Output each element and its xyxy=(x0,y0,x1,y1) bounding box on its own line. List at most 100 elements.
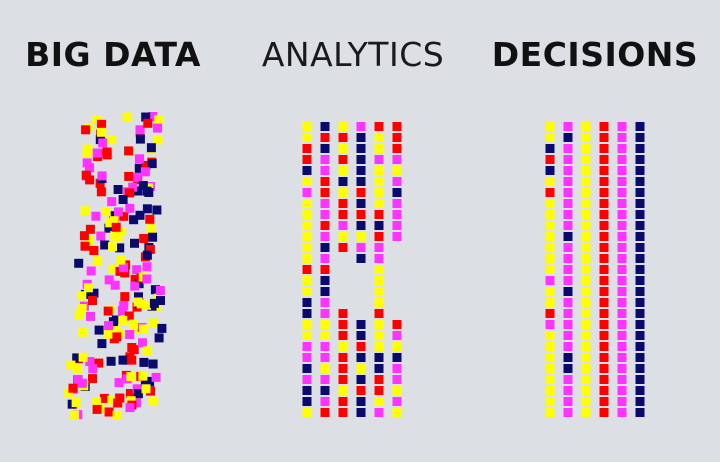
data-square xyxy=(92,404,102,414)
data-square xyxy=(320,408,330,417)
data-square xyxy=(599,276,609,285)
data-square xyxy=(83,283,93,293)
data-square xyxy=(302,221,312,230)
data-square xyxy=(374,364,384,373)
data-square xyxy=(107,395,117,405)
data-square xyxy=(320,386,330,395)
data-square xyxy=(320,177,330,186)
data-square xyxy=(563,188,573,197)
data-square xyxy=(374,166,384,175)
data-square xyxy=(320,265,330,274)
data-square xyxy=(320,155,330,164)
data-square xyxy=(617,155,627,164)
data-square xyxy=(154,115,164,125)
data-square xyxy=(392,342,402,351)
data-square xyxy=(635,320,645,329)
data-square xyxy=(116,255,126,265)
data-square xyxy=(635,221,645,230)
data-square xyxy=(374,342,384,351)
data-square xyxy=(96,187,106,197)
data-square xyxy=(581,364,591,373)
data-square xyxy=(581,199,591,208)
data-square xyxy=(545,408,555,417)
data-square xyxy=(338,320,348,329)
data-square xyxy=(392,386,402,395)
data-square xyxy=(338,166,348,175)
data-square xyxy=(635,353,645,362)
data-square xyxy=(356,210,366,219)
data-square xyxy=(635,210,645,219)
scattered-data-cluster xyxy=(64,112,167,420)
data-square xyxy=(617,342,627,351)
data-square xyxy=(80,241,90,251)
data-square xyxy=(320,166,330,175)
data-square xyxy=(338,353,348,362)
data-square xyxy=(617,298,627,307)
data-square xyxy=(563,408,573,417)
data-square xyxy=(139,324,149,334)
data-square xyxy=(125,330,135,339)
data-square xyxy=(85,224,95,234)
data-square xyxy=(152,205,162,215)
data-square xyxy=(147,159,157,169)
data-square xyxy=(320,232,330,241)
data-square xyxy=(338,155,348,164)
data-square xyxy=(77,291,87,301)
data-square xyxy=(635,397,645,406)
data-square xyxy=(104,321,114,331)
data-square xyxy=(302,287,312,296)
data-square xyxy=(338,309,348,318)
data-square xyxy=(104,407,114,417)
sorting-data-columns xyxy=(302,122,402,417)
data-square xyxy=(635,122,645,131)
data-square xyxy=(73,364,82,374)
data-square xyxy=(133,186,143,196)
data-square xyxy=(356,243,366,252)
data-square xyxy=(302,210,312,219)
data-square xyxy=(302,298,312,307)
data-square xyxy=(635,298,645,307)
data-square xyxy=(302,342,312,351)
data-square xyxy=(392,188,402,197)
data-square xyxy=(135,210,145,220)
data-square xyxy=(320,397,330,406)
data-square xyxy=(545,386,555,395)
data-square xyxy=(156,296,165,305)
data-square xyxy=(101,207,111,217)
data-square xyxy=(153,123,162,133)
data-square xyxy=(116,227,126,237)
data-square xyxy=(635,309,645,318)
data-square xyxy=(545,320,555,329)
data-square xyxy=(320,122,330,131)
data-square xyxy=(581,276,591,285)
data-square xyxy=(338,133,348,142)
data-square xyxy=(86,266,96,276)
data-square xyxy=(563,342,573,351)
data-square xyxy=(119,301,129,310)
data-square xyxy=(74,310,84,320)
data-square xyxy=(122,112,132,122)
data-square xyxy=(617,276,627,285)
data-square xyxy=(107,135,117,145)
data-square xyxy=(635,199,645,208)
data-square xyxy=(356,386,366,395)
data-square xyxy=(374,155,384,164)
data-square xyxy=(599,408,609,417)
data-square xyxy=(89,288,99,298)
data-square xyxy=(563,276,573,285)
data-square xyxy=(135,125,145,135)
data-square xyxy=(545,375,555,384)
data-square xyxy=(302,353,312,362)
data-square xyxy=(103,306,113,316)
data-square xyxy=(77,378,87,388)
data-square xyxy=(356,133,366,142)
data-square xyxy=(104,275,114,285)
data-square xyxy=(302,265,312,274)
data-square xyxy=(102,147,112,157)
data-square xyxy=(599,342,609,351)
data-square xyxy=(545,133,555,142)
data-square xyxy=(599,287,609,296)
data-square xyxy=(138,338,147,348)
data-square xyxy=(374,386,384,395)
data-square xyxy=(320,287,330,296)
